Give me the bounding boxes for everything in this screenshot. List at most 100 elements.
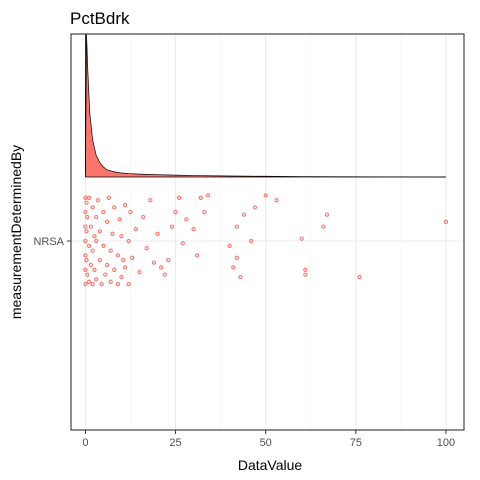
- data-point: [195, 253, 200, 258]
- data-point: [97, 229, 102, 234]
- data-point: [122, 202, 128, 208]
- data-point: [126, 238, 131, 244]
- data-point: [92, 267, 97, 272]
- data-point: [166, 258, 171, 263]
- x-tick-label: 100: [437, 437, 455, 449]
- data-point: [177, 195, 182, 200]
- data-point: [144, 246, 149, 251]
- data-point: [140, 214, 146, 220]
- data-point: [103, 272, 108, 277]
- data-point: [303, 272, 308, 277]
- x-tick-label: 25: [169, 437, 181, 449]
- x-axis: 0 25 50 75 100: [82, 430, 455, 449]
- data-point: [162, 272, 167, 277]
- data-point: [112, 267, 117, 272]
- data-point: [231, 265, 236, 270]
- data-point: [83, 253, 88, 258]
- data-point: [110, 231, 115, 236]
- x-axis-title: DataValue: [238, 457, 303, 473]
- data-point: [104, 219, 110, 224]
- data-point: [108, 279, 113, 284]
- data-point: [151, 260, 157, 265]
- panel-border: [70, 33, 465, 431]
- chart-title: PctBdrk: [70, 9, 130, 28]
- data-point: [198, 195, 203, 200]
- data-point: [249, 238, 254, 244]
- data-point: [92, 234, 97, 239]
- data-point: [119, 274, 124, 280]
- data-point: [90, 282, 95, 287]
- data-point: [148, 198, 153, 203]
- data-point: [83, 224, 88, 229]
- data-point: [83, 238, 88, 244]
- data-point: [234, 255, 240, 260]
- data-point: [130, 255, 135, 260]
- data-point: [86, 279, 92, 284]
- data-point: [180, 241, 185, 246]
- data-point: [133, 226, 139, 232]
- data-point: [90, 248, 95, 253]
- data-point: [122, 265, 128, 270]
- data-point: [263, 193, 268, 198]
- data-point: [184, 217, 189, 222]
- data-point: [274, 198, 279, 203]
- data-point: [155, 231, 160, 236]
- data-point: [101, 243, 106, 248]
- data-point: [357, 274, 362, 280]
- data-point: [252, 205, 258, 210]
- data-point: [90, 205, 95, 210]
- data-point: [117, 217, 122, 222]
- density-curve: [85, 33, 446, 178]
- data-point: [299, 236, 304, 241]
- data-point: [191, 226, 196, 232]
- data-point: [115, 253, 121, 258]
- data-point: [84, 258, 89, 263]
- data-point: [104, 262, 110, 268]
- data-point: [321, 224, 326, 229]
- data-point: [88, 224, 93, 229]
- data-point: [115, 282, 121, 287]
- data-point: [108, 248, 113, 253]
- data-point: [94, 214, 99, 220]
- data-point: [83, 210, 88, 215]
- data-point: [97, 258, 102, 263]
- y-axis-title: measurementDeterminedBy: [8, 145, 24, 319]
- x-tick-label: 50: [260, 437, 272, 449]
- data-point: [158, 265, 164, 270]
- data-point: [85, 272, 90, 277]
- data-point: [173, 210, 178, 215]
- x-tick-label: 75: [350, 437, 362, 449]
- gridlines: [71, 34, 464, 430]
- x-tick-label: 0: [82, 437, 88, 449]
- data-point: [106, 195, 112, 200]
- data-point: [238, 274, 243, 280]
- data-point: [126, 282, 131, 287]
- data-point: [88, 262, 93, 268]
- y-tick-label: NRSA: [33, 236, 64, 248]
- y-axis: NRSA: [33, 236, 71, 248]
- data-points: [83, 193, 449, 287]
- data-point: [94, 238, 99, 244]
- data-point: [119, 234, 124, 239]
- data-point: [234, 224, 240, 229]
- data-point: [324, 212, 330, 217]
- data-point: [84, 200, 89, 205]
- data-point: [84, 229, 89, 234]
- data-point: [83, 267, 88, 272]
- data-point: [101, 210, 106, 215]
- data-point: [303, 267, 308, 272]
- data-point: [169, 224, 175, 229]
- data-point: [443, 219, 449, 224]
- data-point: [85, 214, 90, 220]
- data-point: [86, 195, 92, 200]
- data-point: [227, 243, 232, 248]
- data-point: [205, 193, 211, 198]
- data-point: [121, 258, 126, 263]
- data-point: [86, 243, 92, 248]
- data-point: [83, 282, 88, 287]
- data-point: [128, 210, 133, 215]
- data-point: [202, 210, 207, 215]
- data-point: [95, 198, 101, 203]
- data-point: [94, 277, 99, 282]
- data-point: [99, 282, 104, 287]
